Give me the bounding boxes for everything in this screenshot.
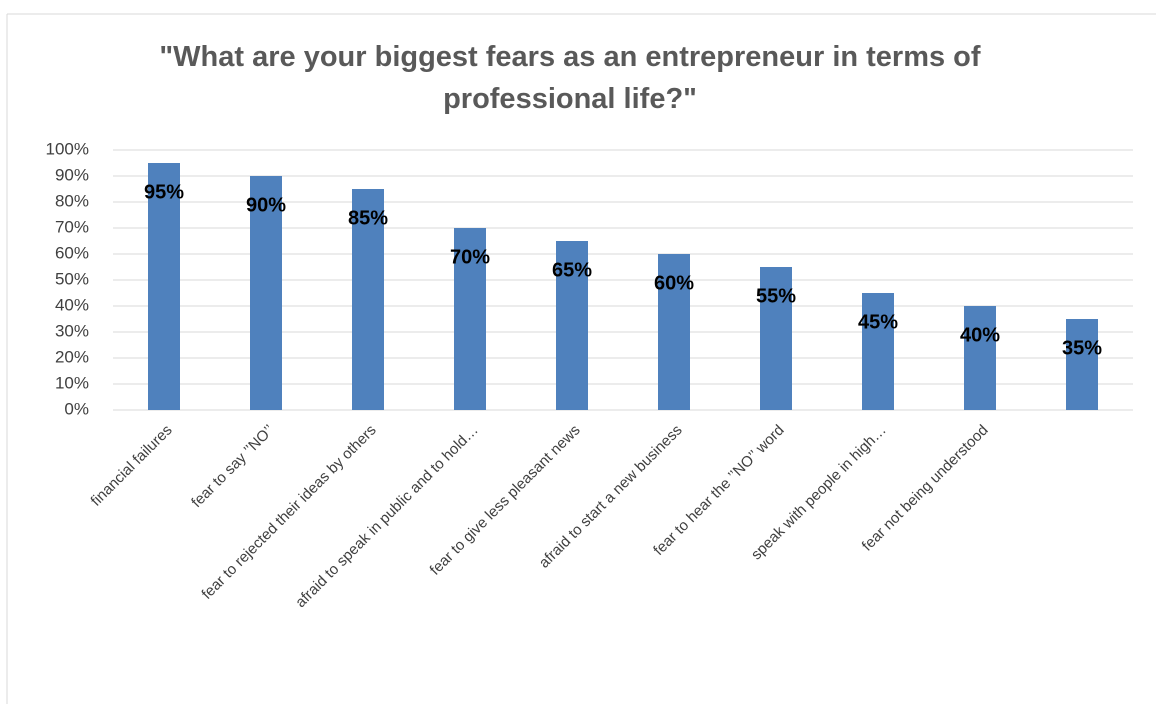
x-tick-label: fear to rejected their ideas by others xyxy=(198,422,379,603)
bar xyxy=(658,254,690,410)
bar xyxy=(148,163,180,410)
chart-title: "What are your biggest fears as an entre… xyxy=(159,41,981,115)
data-label: 95% xyxy=(144,181,184,203)
bar xyxy=(964,306,996,410)
bar xyxy=(454,228,486,410)
y-tick-label: 90% xyxy=(55,165,89,184)
bar xyxy=(250,176,282,410)
y-tick-label: 50% xyxy=(55,269,89,288)
bar xyxy=(556,241,588,410)
bar xyxy=(760,267,792,410)
y-tick-label: 100% xyxy=(46,139,89,158)
bar xyxy=(862,293,894,410)
data-label: 85% xyxy=(348,207,388,229)
y-tick-label: 10% xyxy=(55,373,89,392)
data-label: 45% xyxy=(858,311,898,333)
y-tick-label: 80% xyxy=(55,191,89,210)
data-label: 40% xyxy=(960,324,1000,346)
data-label: 35% xyxy=(1062,337,1102,359)
y-tick-label: 70% xyxy=(55,217,89,236)
bar xyxy=(1066,319,1098,410)
data-label: 90% xyxy=(246,194,286,216)
x-tick-label: afraid to speak in public and to hold… xyxy=(292,422,482,612)
x-tick-label: financial failures xyxy=(88,422,176,510)
data-label: 55% xyxy=(756,285,796,307)
bar xyxy=(352,189,384,410)
y-tick-label: 20% xyxy=(55,347,89,366)
y-tick-label: 30% xyxy=(55,321,89,340)
y-tick-label: 40% xyxy=(55,295,89,314)
y-tick-label: 0% xyxy=(64,399,89,418)
data-label: 65% xyxy=(552,259,592,281)
data-label: 70% xyxy=(450,246,490,268)
y-tick-label: 60% xyxy=(55,243,89,262)
data-label: 60% xyxy=(654,272,694,294)
x-tick-label: fear to say ’’NO’’ xyxy=(188,422,277,511)
